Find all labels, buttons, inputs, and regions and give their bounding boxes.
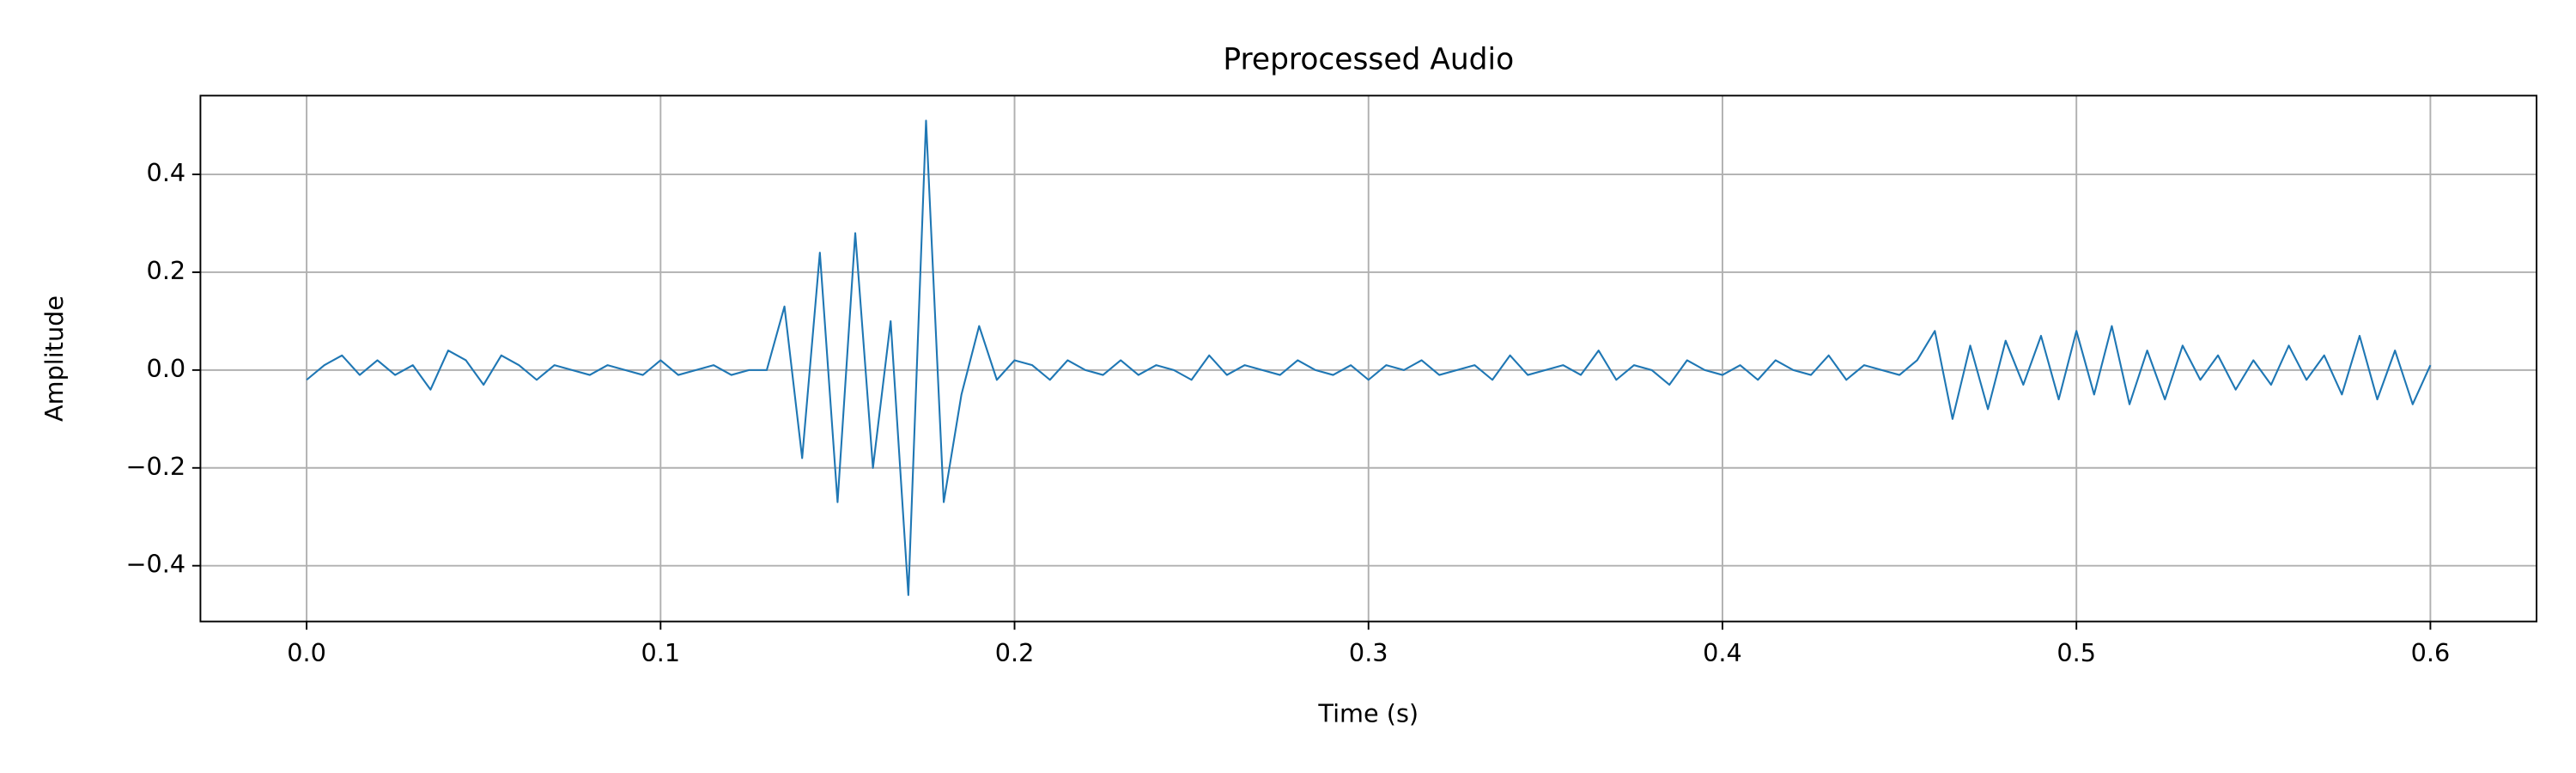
y-axis-label: Amplitude — [39, 295, 69, 422]
x-tick-label: 0.6 — [2411, 638, 2451, 667]
x-tick-label: 0.0 — [287, 638, 326, 667]
chart-title: Preprocessed Audio — [1223, 43, 1514, 77]
y-tick-label: −0.4 — [126, 550, 186, 579]
x-tick-label: 0.3 — [1349, 638, 1388, 667]
x-tick-label: 0.5 — [2057, 638, 2096, 667]
x-axis-label: Time (s) — [1317, 699, 1419, 728]
x-tick-label: 0.2 — [995, 638, 1035, 667]
y-tick-label: 0.4 — [147, 158, 186, 187]
y-tick-label: 0.0 — [147, 354, 186, 383]
x-tick-label: 0.4 — [1703, 638, 1742, 667]
y-tick-label: −0.2 — [126, 452, 186, 481]
waveform-line — [306, 119, 2432, 596]
x-tick-label: 0.1 — [641, 638, 680, 667]
plot-frame — [199, 94, 2538, 623]
y-tick-label: 0.2 — [147, 256, 186, 285]
